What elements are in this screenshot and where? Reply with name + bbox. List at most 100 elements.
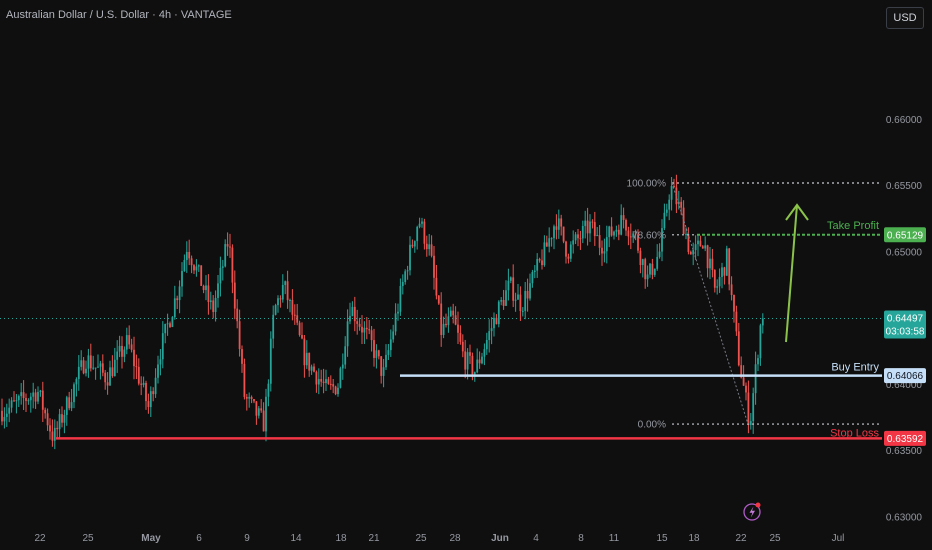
candle-body: [243, 363, 246, 397]
x-tick-label: 11: [609, 533, 620, 544]
candle-body: [17, 396, 20, 401]
candle-body: [725, 248, 728, 276]
candle-body: [663, 212, 666, 229]
candle-body: [236, 308, 239, 322]
candle-body: [322, 381, 325, 384]
candle-body: [555, 226, 558, 230]
candle-body: [629, 236, 632, 238]
x-tick-label: 8: [578, 533, 584, 544]
candle-body: [205, 285, 207, 291]
y-tick-label: 0.64000: [886, 380, 923, 391]
candle-body: [512, 277, 515, 301]
chart-title: Australian Dollar / U.S. Dollar · 4h · V…: [6, 9, 232, 21]
candle-body: [572, 240, 575, 245]
x-tick-label: 18: [688, 533, 700, 544]
candle-body: [284, 281, 287, 285]
candle-body: [221, 266, 224, 268]
x-axis[interactable]: 22 25 May 6 9 14 18 21 25 28 Jun 4 8 11 15 18 22 25 Jul: [34, 533, 844, 544]
candle-body: [418, 223, 421, 227]
candle-body: [301, 335, 303, 339]
candle-body: [759, 325, 762, 359]
candle-body: [452, 310, 455, 316]
x-tick-label: 25: [82, 533, 94, 544]
candle-body: [471, 355, 474, 375]
candle-body: [505, 290, 507, 306]
candle-body: [517, 294, 519, 300]
tag-stop-loss: 0.63592: [884, 430, 926, 446]
candle-body: [128, 335, 131, 345]
target-arrow[interactable]: [785, 203, 809, 343]
candle-body: [394, 313, 397, 332]
candle-body: [425, 243, 428, 250]
candle-body: [231, 247, 234, 283]
candle-body: [286, 281, 289, 301]
candle-body: [627, 230, 630, 237]
candle-body: [545, 242, 548, 247]
candle-body: [536, 259, 539, 271]
y-tick-label: 0.63000: [886, 512, 923, 523]
candle-body: [346, 321, 349, 347]
candle-body: [749, 421, 752, 425]
candle-body: [639, 250, 642, 265]
candle-body: [195, 266, 198, 271]
candle-body: [668, 199, 671, 210]
candle-body: [661, 228, 663, 252]
candle-body: [361, 326, 363, 333]
currency-button[interactable]: USD: [886, 7, 924, 29]
candle-body: [147, 401, 150, 408]
candle-body: [500, 300, 503, 302]
candle-body: [245, 396, 248, 399]
y-tick-label: 0.66000: [886, 115, 923, 126]
candle-body: [641, 259, 644, 265]
candle-body: [373, 340, 375, 358]
candle-body: [370, 330, 373, 341]
candle-body: [293, 314, 296, 316]
candle-body: [541, 260, 543, 266]
candle-body: [3, 416, 6, 422]
candle-body: [157, 364, 159, 378]
candle-body: [111, 367, 114, 377]
candle-body: [368, 329, 371, 331]
candle-body: [87, 355, 90, 369]
candle-body: [279, 298, 282, 300]
lightning-event-icon[interactable]: [743, 502, 761, 521]
candle-body: [217, 283, 219, 298]
candle-body: [634, 233, 637, 235]
candle-body: [49, 425, 51, 432]
candle-body: [219, 267, 222, 284]
candle-body: [610, 226, 613, 236]
candle-body: [646, 274, 649, 280]
candle-body: [351, 306, 354, 316]
candle-body: [747, 392, 750, 425]
candle-body: [94, 367, 97, 369]
candle-body: [651, 263, 654, 275]
candle-body: [380, 356, 383, 376]
candle-body: [483, 349, 486, 357]
x-tick-label: 15: [656, 533, 668, 544]
candle-body: [481, 356, 483, 364]
candle-body: [281, 284, 284, 300]
candle-body: [533, 270, 536, 273]
candle-body: [224, 244, 227, 267]
candle-body: [197, 265, 200, 267]
candle-body: [173, 298, 176, 318]
candle-body: [440, 303, 443, 335]
x-tick-label: 14: [290, 533, 302, 544]
candle-body: [584, 220, 587, 227]
candle-body: [730, 284, 733, 295]
candle-body: [644, 259, 647, 280]
candle-body: [521, 310, 524, 312]
candle-body: [613, 231, 615, 236]
candle-body: [428, 244, 431, 250]
candle-body: [653, 268, 656, 275]
candle-body: [104, 372, 107, 383]
candle-body: [327, 379, 330, 384]
candle-body: [315, 371, 318, 385]
candle-body: [649, 263, 651, 275]
tag-current-price: 0.64497 03:03:58: [884, 310, 926, 339]
candle-body: [209, 300, 212, 302]
candle-body: [550, 238, 553, 240]
candle-body: [29, 396, 32, 401]
candle-body: [226, 244, 229, 247]
